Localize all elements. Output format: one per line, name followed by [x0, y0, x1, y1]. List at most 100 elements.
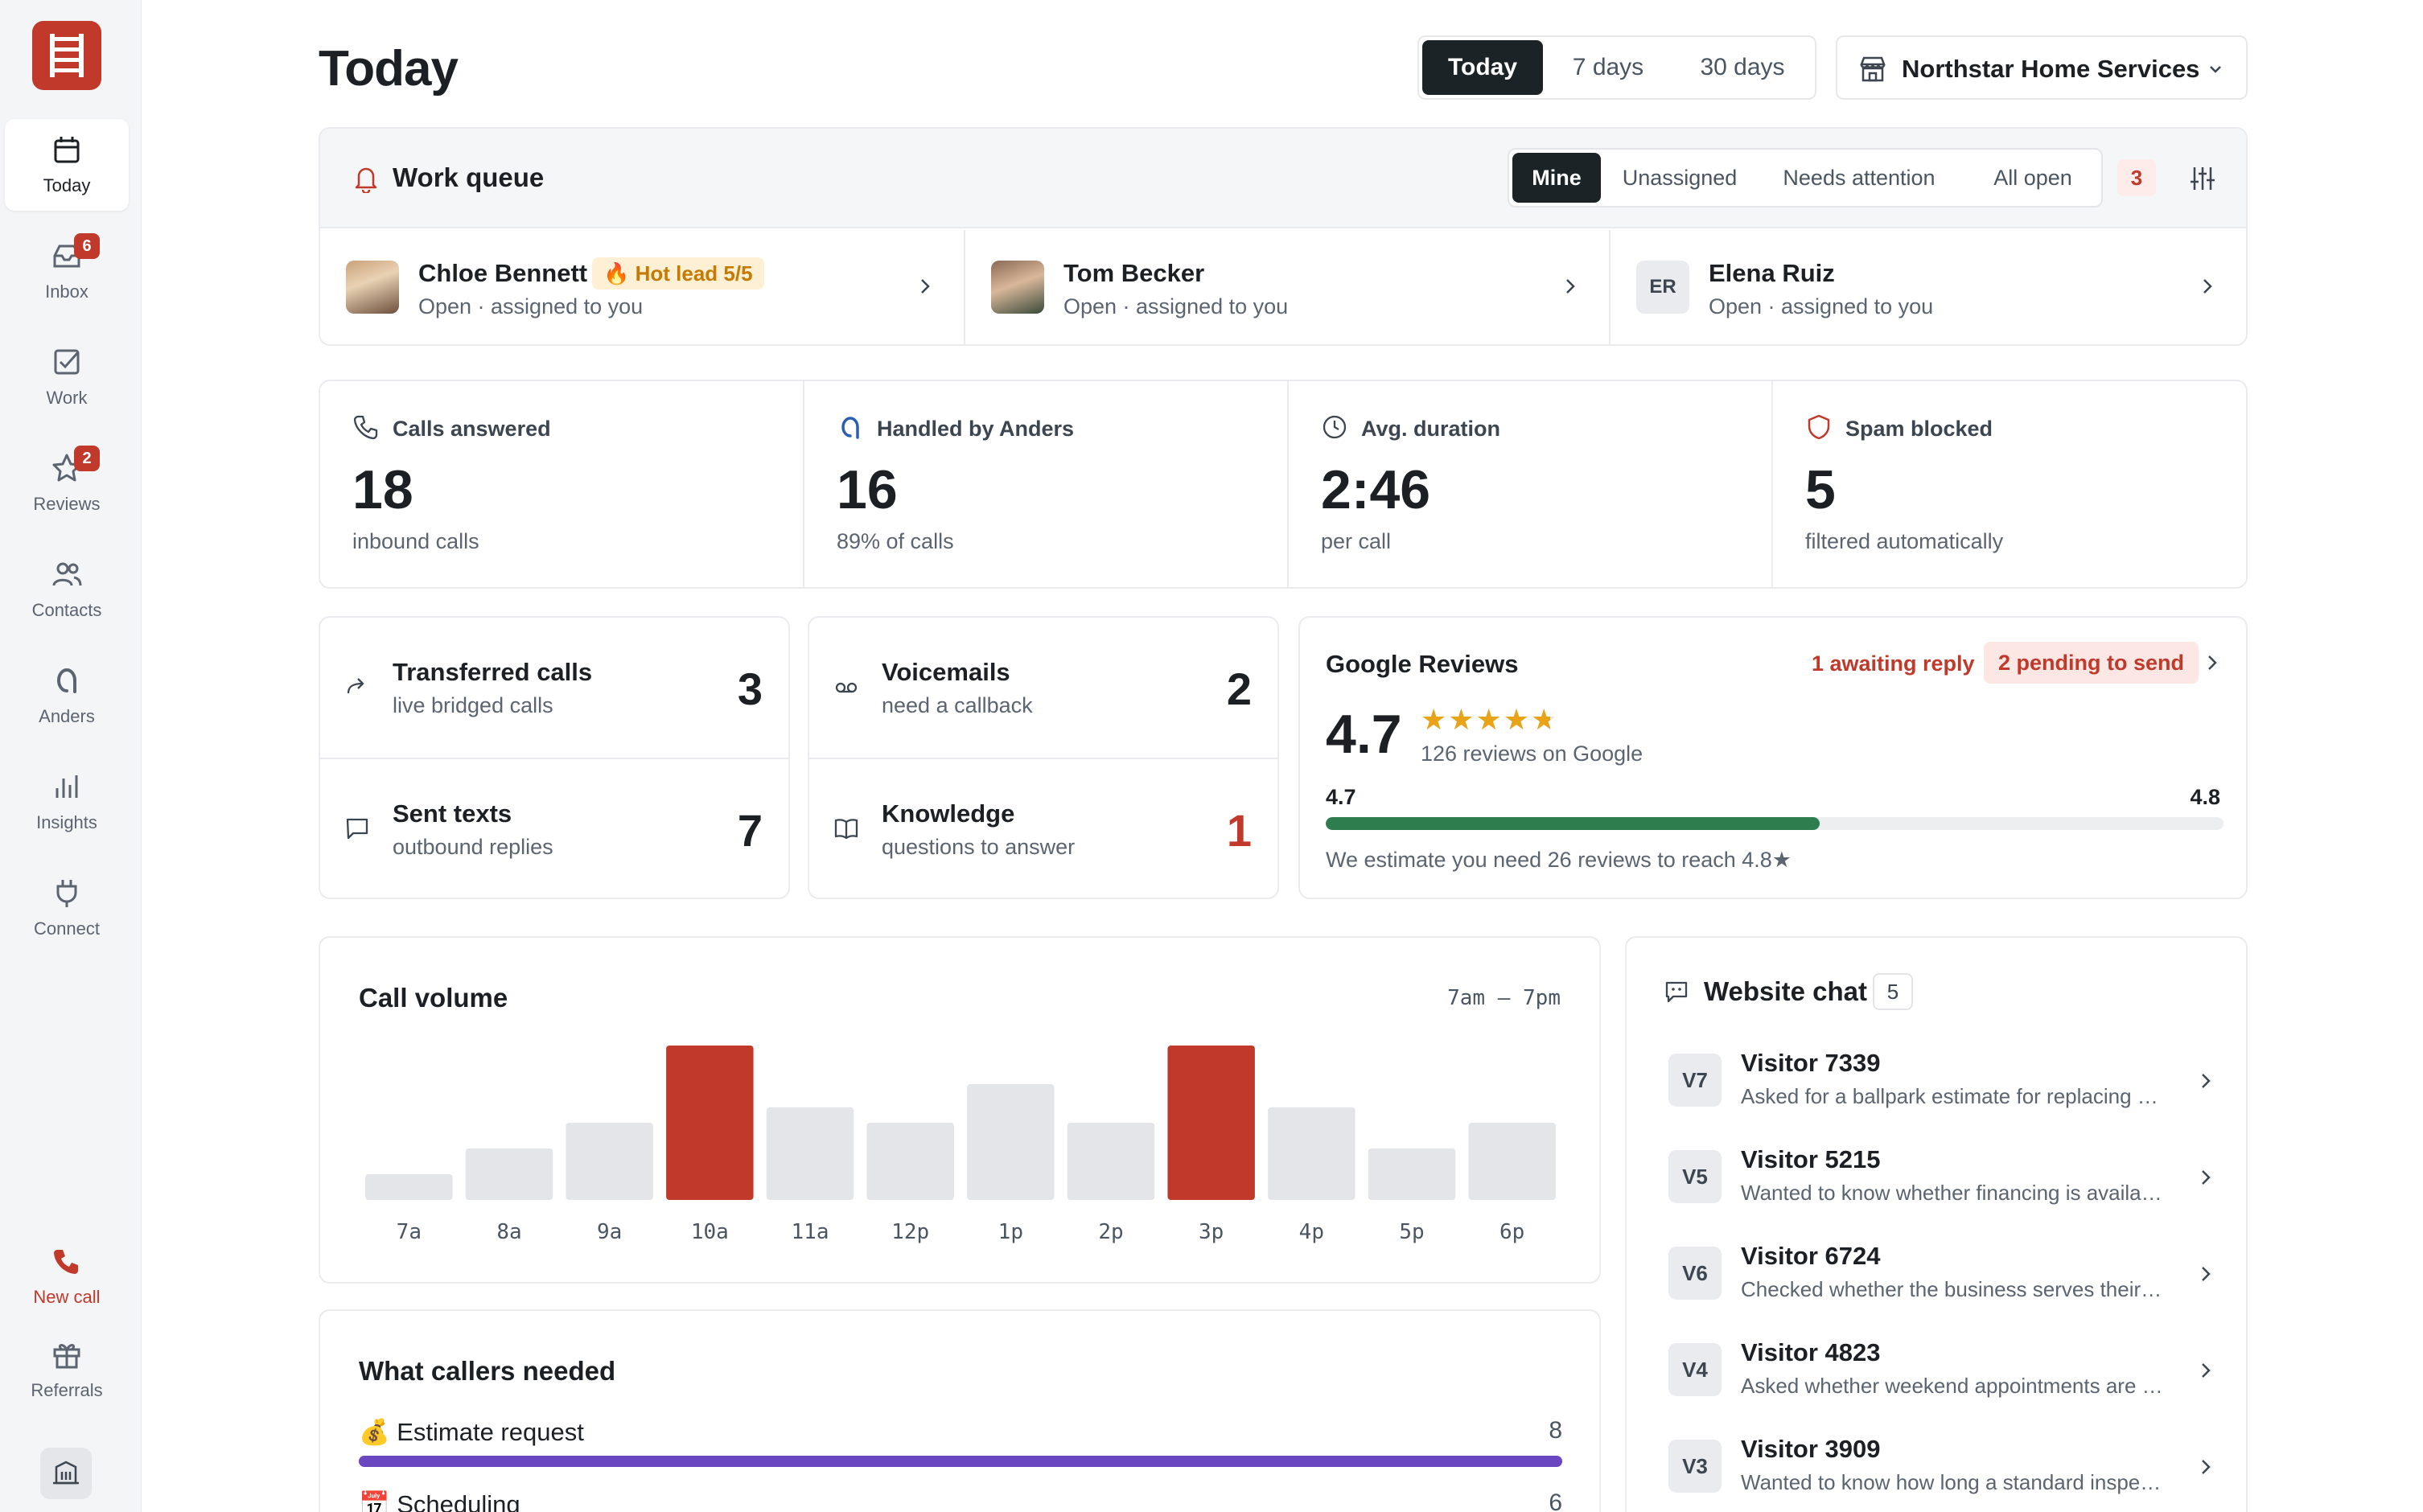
chart-bar-7a[interactable] [365, 1174, 453, 1200]
nav-today[interactable]: Today [5, 119, 129, 211]
stat-sub: filtered automatically [1805, 529, 2004, 553]
app-logo[interactable] [32, 21, 101, 90]
business-select[interactable]: Northstar Home Services [1836, 35, 2248, 100]
queue-item-status: Open · assigned to you [1709, 294, 1934, 318]
nav-work[interactable]: Work [5, 331, 129, 423]
review-count: 126 reviews on Google [1421, 742, 1643, 766]
call-volume-range: 7am – 7pm [1447, 986, 1561, 1010]
chevron-right-icon [2202, 1267, 2211, 1281]
tile-knowledge[interactable]: Knowledge questions to answer 1 [809, 759, 1277, 899]
nav-connect[interactable]: Connect [5, 862, 129, 954]
chat-item[interactable]: V6 Visitor 6724 Checked whether the busi… [1668, 1239, 2223, 1319]
tab-needs-attention[interactable]: Needs attention [1783, 166, 1936, 190]
chart-tick-label: 8a [496, 1220, 521, 1244]
tile-voicemails[interactable]: Voicemails need a callback 2 [809, 618, 1277, 758]
stat-calls-answered[interactable]: Calls answered 18 inbound calls [320, 381, 803, 587]
chart-bar-10a[interactable] [666, 1046, 754, 1200]
stat-handled-by-anders[interactable]: Handled by Anders 16 89% of calls [804, 381, 1287, 587]
tile-name: Sent texts [393, 799, 512, 828]
chart-bar-9a[interactable] [566, 1123, 653, 1200]
tile-sent-texts[interactable]: Sent texts outbound replies 7 [320, 759, 788, 899]
website-chat-title: Website chat [1704, 976, 1867, 1006]
tab-mine[interactable]: Mine [1512, 153, 1601, 203]
range-7-days[interactable]: 7 days [1572, 54, 1644, 80]
storefront-icon [1860, 56, 1886, 82]
nav-referrals[interactable]: Referrals [5, 1324, 129, 1415]
queue-item-name: Tom Becker [1063, 259, 1205, 287]
queue-item-tom-becker[interactable]: Tom Becker Open · assigned to you [965, 230, 1609, 346]
chart-bar-1p[interactable] [967, 1084, 1055, 1200]
chart-tick-label: 3p [1199, 1220, 1224, 1244]
google-reviews-card[interactable]: Google Reviews 1 awaiting reply 2 pendin… [1298, 616, 2248, 899]
pending-to-send-badge[interactable]: 2 pending to send [1984, 642, 2199, 684]
stat-sub: per call [1321, 529, 1392, 553]
nav-contacts[interactable]: Contacts [5, 544, 129, 635]
reviews-estimate: We estimate you need 26 reviews to reach… [1326, 848, 1792, 872]
nav-insights[interactable]: Insights [5, 756, 129, 848]
chart-bar-11a[interactable] [766, 1107, 854, 1200]
queue-item-status: Open · assigned to you [1063, 294, 1289, 318]
clock-icon [1323, 415, 1347, 439]
range-today[interactable]: Today [1422, 40, 1543, 95]
nav-label: Work [46, 388, 88, 408]
chart-tick-label: 11a [792, 1220, 829, 1244]
tile-value: 3 [737, 664, 763, 714]
stat-value: 5 [1805, 459, 1836, 520]
chat-item[interactable]: V7 Visitor 7339 Asked for a ballpark est… [1668, 1046, 2223, 1126]
queue-item-elena-ruiz[interactable]: ER Elena Ruiz Open · assigned to you [1611, 230, 2246, 346]
chart-bar-12p[interactable] [866, 1123, 954, 1200]
chart-bar-3p[interactable] [1167, 1046, 1255, 1200]
book-icon [834, 819, 858, 840]
message-icon [346, 818, 368, 840]
chart-tick-label: 2p [1098, 1220, 1123, 1244]
rating-progress-bar [1326, 817, 2223, 830]
chat-item[interactable]: V4 Visitor 4823 Asked whether weekend ap… [1668, 1335, 2223, 1415]
work-queue-filter-tabs: Mine Unassigned Needs attention All open [1508, 148, 2103, 207]
anders-icon [841, 417, 859, 439]
chevron-right-icon [2202, 1170, 2211, 1185]
chart-bar-5p[interactable] [1368, 1148, 1456, 1200]
review-score: 4.7 [1326, 704, 1402, 765]
nav-anders[interactable]: Anders [5, 650, 129, 742]
rating-progress-fill [1326, 817, 1820, 830]
chat-item[interactable]: V3 Visitor 3909 Wanted to know how long … [1668, 1432, 2223, 1512]
chart-bar-4p[interactable] [1268, 1107, 1355, 1200]
need-label: 💰 Estimate request [359, 1418, 584, 1446]
queue-item-chloe-bennett[interactable]: Chloe Bennett 🔥 Hot lead 5/5 Open · assi… [320, 230, 964, 346]
visitor-avatar: V6 [1668, 1247, 1722, 1300]
shield-icon [1808, 414, 1830, 440]
nav-label: Referrals [31, 1380, 103, 1400]
stat-value: 2:46 [1321, 459, 1431, 520]
new-call-button[interactable]: New call [5, 1231, 129, 1322]
stat-label: Avg. duration [1361, 417, 1500, 441]
chat-item[interactable]: V5 Visitor 5215 Wanted to know whether f… [1668, 1142, 2223, 1222]
tile-value: 2 [1226, 664, 1252, 714]
tab-unassigned[interactable]: Unassigned [1622, 166, 1738, 190]
chart-bar-2p[interactable] [1067, 1123, 1155, 1200]
range-30-days[interactable]: 30 days [1700, 54, 1785, 80]
business-switcher-button[interactable] [40, 1448, 92, 1499]
stat-avg-duration[interactable]: Avg. duration 2:46 per call [1289, 381, 1771, 587]
visitor-avatar: V7 [1668, 1054, 1722, 1107]
inbox-badge: 6 [74, 233, 100, 259]
chart-bar-6p[interactable] [1468, 1123, 1556, 1200]
stat-spam-blocked[interactable]: Spam blocked 5 filtered automatically [1773, 381, 2246, 587]
chevron-right-icon [2203, 279, 2212, 294]
date-range-selector: Today 7 days 30 days [1417, 35, 1816, 100]
need-value: 6 [1549, 1489, 1562, 1512]
anders-icon [57, 668, 76, 693]
visitor-avatar: V5 [1668, 1150, 1722, 1203]
tab-all-open[interactable]: All open [1993, 166, 2072, 190]
chart-bar-8a[interactable] [465, 1148, 553, 1200]
chevron-right-icon [2202, 1363, 2211, 1378]
sidebar: Today 6 Inbox Work 2 Reviews Contacts An… [0, 0, 142, 1512]
call-volume-card: Call volume 7am – 7pm 7a 8a 9a 10a 11a 12p 1p 2… [319, 936, 1601, 1284]
sliders-icon[interactable] [2186, 162, 2219, 195]
tile-transferred-calls[interactable]: Transferred calls live bridged calls 3 [320, 618, 788, 758]
stat-value: 16 [837, 459, 898, 520]
nav-inbox[interactable]: 6 Inbox [5, 225, 129, 317]
nav-label: Contacts [31, 600, 102, 620]
awaiting-reply-link[interactable]: 1 awaiting reply [1812, 651, 1975, 676]
nav-reviews[interactable]: 2 Reviews [5, 438, 129, 529]
chevron-right-icon[interactable] [2203, 651, 2222, 674]
